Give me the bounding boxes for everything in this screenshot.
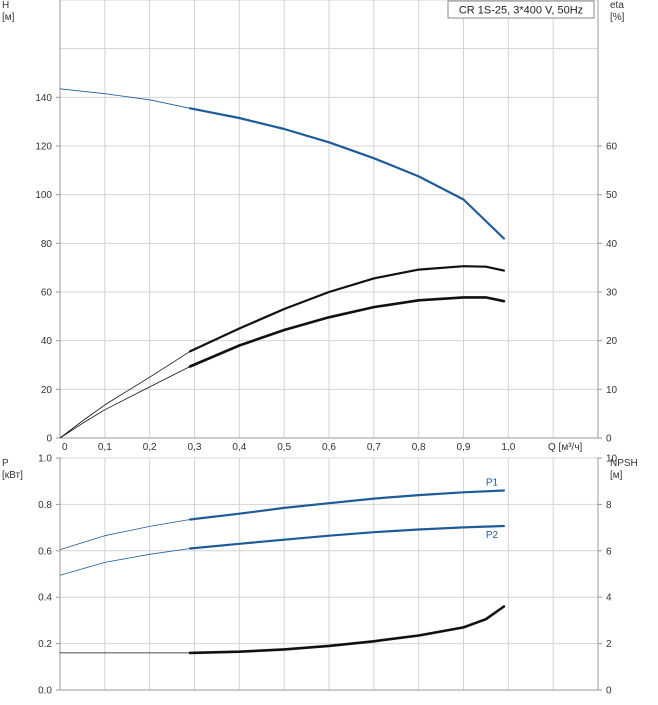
series-p1-line (188, 489, 505, 521)
top-x-tick-label: 0,4 (232, 442, 246, 453)
top-left-axis-title: H (2, 0, 9, 11)
top-x-tick-label: 0,9 (457, 442, 471, 453)
top-left-tick-label: 40 (41, 336, 53, 347)
top-right-tick-label: 50 (606, 190, 618, 201)
bottom-right-tick-label: 6 (606, 546, 612, 557)
series-p2-extrapolated-line (59, 548, 191, 576)
top-series-1-line (188, 265, 505, 353)
top-right-axis-unit: [%] (610, 12, 625, 23)
top-x-tick-label: 0,5 (277, 442, 291, 453)
top-x-tick-label: 0,8 (412, 442, 426, 453)
bottom-right-axis-title: NPSH (610, 458, 638, 469)
series-p2-label: P2 (486, 530, 499, 541)
top-x-tick-label: 0,3 (188, 442, 202, 453)
top-x-tick-label: 0,2 (143, 442, 157, 453)
top-left-tick-label: 80 (41, 239, 53, 250)
top-series-0-line (188, 107, 505, 240)
top-series-2-extrapolated-line (59, 366, 191, 439)
series-p1-label: P1 (486, 477, 499, 488)
top-left-axis-unit: [м] (2, 12, 15, 23)
top-left-tick-label: 60 (41, 288, 53, 299)
top-x-axis-title: Q [м³/ч] (548, 442, 583, 453)
top-left-tick-label: 0 (46, 434, 52, 445)
bottom-right-tick-label: 0 (606, 686, 612, 697)
bottom-left-tick-label: 1.0 (38, 454, 52, 465)
power-npsh-panel: 0.0 0.2 0.4 0.6 0.8 1.0 0 2 4 6 8 10 P[кВт] NPSH[м] P1… (2, 454, 638, 697)
top-left-tick-label: 20 (41, 385, 53, 396)
top-left-tick-label: 120 (35, 142, 52, 153)
top-right-tick-label: 20 (606, 336, 618, 347)
bottom-right-axis-unit: [м] (610, 470, 623, 481)
top-series-0-extrapolated-line (59, 88, 191, 109)
top-series-1-extrapolated-line (59, 351, 191, 439)
bottom-left-axis-unit: [кВт] (2, 470, 23, 481)
bottom-left-tick-label: 0.8 (38, 500, 52, 511)
bottom-left-axis-title: P (2, 458, 9, 469)
bottom-series-2-line (188, 605, 506, 655)
bottom-right-tick-label: 2 (606, 639, 612, 650)
top-x-tick-label: 0,7 (367, 442, 381, 453)
bottom-right-tick-label: 8 (606, 500, 612, 511)
top-right-axis-title: eta (610, 0, 624, 11)
top-x-tick-label: 1,0 (501, 442, 515, 453)
top-x-tick-label: 0,6 (322, 442, 336, 453)
bottom-left-tick-label: 0.6 (38, 546, 52, 557)
top-right-tick-label: 0 (606, 434, 612, 445)
head-efficiency-panel: 0 20 40 60 80 100 120 140 0 10 20 30 40 50 60 H[м] eta[%… (2, 0, 625, 453)
legend-frame (447, 0, 595, 19)
top-x-tick-label: 0,1 (98, 442, 112, 453)
bottom-left-tick-label: 0.2 (38, 639, 52, 650)
top-right-tick-label: 30 (606, 288, 618, 299)
top-left-tick-label: 140 (35, 93, 52, 104)
top-right-tick-label: 60 (606, 142, 618, 153)
top-right-tick-label: 40 (606, 239, 618, 250)
bottom-right-tick-label: 10 (606, 454, 618, 465)
bottom-left-tick-label: 0.4 (38, 593, 52, 604)
top-series-2-line (188, 296, 506, 368)
top-left-tick-label: 100 (35, 190, 52, 201)
series-p2-line (188, 524, 505, 550)
legend-box: CR 1S-25, 3*400 V, 50Hz (447, 0, 595, 19)
top-right-tick-label: 10 (606, 385, 618, 396)
legend-label: CR 1S-25, 3*400 V, 50Hz (459, 5, 583, 17)
top-x-tick-label: 0 (62, 442, 68, 453)
series-p1-extrapolated-line (59, 519, 191, 550)
bottom-right-tick-label: 4 (606, 593, 612, 604)
bottom-left-tick-label: 0.0 (38, 686, 52, 697)
